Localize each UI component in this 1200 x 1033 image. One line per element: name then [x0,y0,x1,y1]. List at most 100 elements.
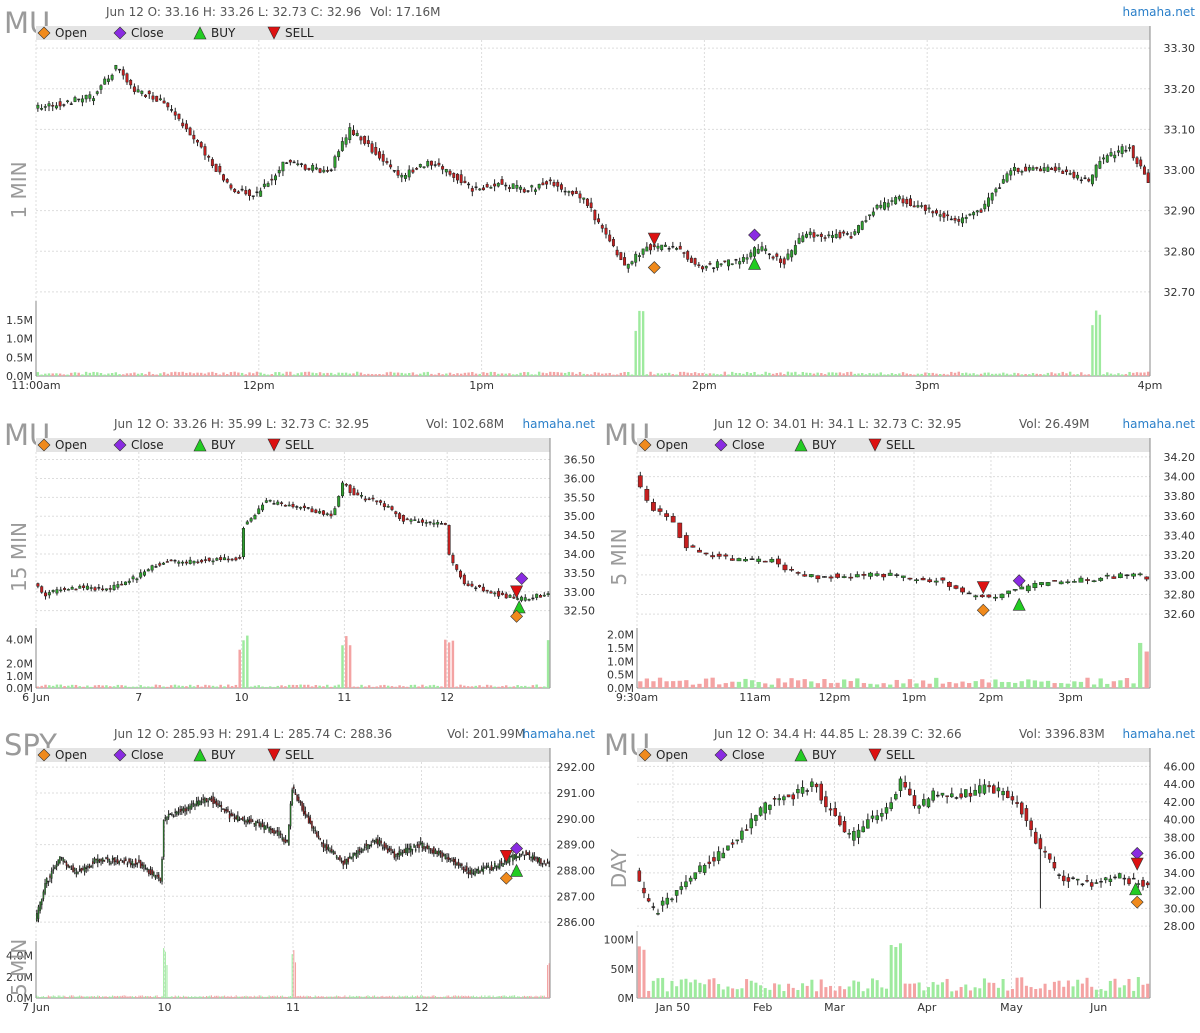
legend-band [637,438,1150,452]
candle-body [72,865,74,873]
legend-item-open[interactable]: Open [638,438,688,452]
volume-bar [474,685,477,688]
volume-bar [1019,681,1024,688]
candle-body [546,593,550,596]
candle-body [489,868,491,871]
chart-panel-spy-5min[interactable]: SPY Jun 12 O: 285.93 H: 291.4 L: 285.74 C… [0,722,598,1014]
volume-bar [936,984,940,998]
candle-body [789,569,794,571]
volume-bar [416,995,418,998]
volume-bar [147,686,150,688]
candle-body [347,857,349,863]
volume-bar [268,995,270,998]
volume-bar [1062,986,1066,998]
volume-bar [530,374,533,376]
volume-bar [122,374,125,376]
candle-body [670,898,674,901]
volume-bar [1045,680,1051,688]
candle-body [548,862,550,864]
candle-body [656,245,660,249]
volume-bar [88,372,92,376]
volume-bar [548,963,550,998]
volume-bar [1113,374,1116,376]
candle-body [158,98,162,101]
volume-bar [1048,989,1052,998]
price-tick-label: 40.00 [1164,814,1196,827]
candle-body [165,561,169,563]
close-marker [113,438,127,452]
chart-panel-mu-1min[interactable]: MU Jun 12 O: 33.16 H: 33.26 L: 32.73 C: 3… [0,0,1200,397]
volume-bar [238,649,241,688]
candle-body [740,830,744,840]
volume-bar [128,686,131,688]
legend-item-buy[interactable]: BUY [193,438,236,452]
legend-label: BUY [812,438,837,452]
volume-bar [62,995,64,998]
volume-tick-label: 2.0M [607,629,634,642]
sell-marker [267,438,281,452]
volume-tick-label: 0.0M [6,682,33,695]
candle-body [296,163,300,166]
candle-body [994,188,998,193]
candle-body [317,835,320,838]
legend-item-sell[interactable]: SELL [267,438,314,452]
volume-bar [539,686,542,688]
legend-item-open[interactable]: Open [37,748,87,762]
volume-bar [224,995,226,998]
legend-item-sell[interactable]: SELL [267,748,314,762]
volume-bar [637,946,641,998]
legend-item-sell[interactable]: SELL [868,748,915,762]
volume-bar [149,996,152,998]
time-tick-label: 11 [286,1001,300,1014]
price-tick-label: 32.80 [1164,588,1196,601]
candle-body [62,104,66,106]
volume-bar [540,995,542,998]
candle-body [530,856,532,858]
legend-item-buy[interactable]: BUY [794,748,837,762]
volume-bar [1094,310,1098,376]
volume-bar [894,947,898,998]
volume-bar [664,373,667,376]
legend-item-open[interactable]: Open [638,748,688,762]
candle-body [64,861,66,863]
chart-panel-mu-15min[interactable]: MU Jun 12 O: 33.26 H: 35.99 L: 32.73 C: 3… [0,412,598,704]
volume-bar [92,996,94,998]
volume-bar [545,373,548,376]
candle-body [1120,146,1124,154]
legend-item-sell[interactable]: SELL [267,26,314,40]
candle-body [68,866,71,868]
volume-bar [931,372,934,376]
candle-body [256,821,259,824]
legend-item-buy[interactable]: BUY [794,438,837,452]
legend-item-open[interactable]: Open [37,26,87,40]
candle-body [1091,580,1097,582]
chart-panel-mu-day[interactable]: MU Jun 12 O: 34.4 H: 44.85 L: 28.39 C: 32… [600,722,1200,1014]
legend-item-buy[interactable]: BUY [193,26,236,40]
volume-bar [786,371,790,376]
volume-bar [604,373,608,376]
volume-bar [768,989,772,998]
volume-bar [1042,374,1046,376]
candle-body [1052,862,1057,869]
volume-bar [318,685,321,688]
volume-bar [385,372,389,376]
volume-bar [1091,684,1097,688]
candle-body [386,505,390,508]
legend-item-close[interactable]: Close [113,26,164,40]
legend-item-close[interactable]: Close [714,748,765,762]
chart-panel-mu-5min[interactable]: MU Jun 12 O: 34.01 H: 34.1 L: 32.73 C: 32… [600,412,1200,704]
volume-bar [174,371,177,376]
legend-item-close[interactable]: Close [714,438,765,452]
legend-item-sell[interactable]: SELL [868,438,915,452]
volume-bar [405,686,409,688]
legend-item-close[interactable]: Close [113,438,164,452]
volume-bar [467,372,470,376]
candle-body [1142,166,1146,175]
volume-bar [855,678,860,688]
candle-body [768,804,772,810]
legend-item-close[interactable]: Close [113,748,164,762]
candle-body [1113,876,1117,879]
candle-body [243,819,246,822]
legend-item-open[interactable]: Open [37,438,87,452]
legend-item-buy[interactable]: BUY [193,748,236,762]
